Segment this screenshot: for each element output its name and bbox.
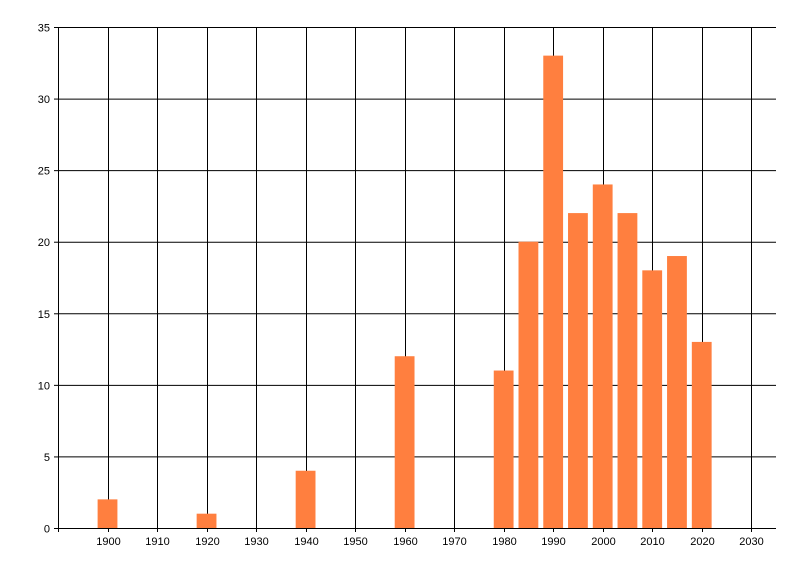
x-axis-tick-labels: 1900 1910 1920 1930 1940 1950 1960 1970 1980 1990… (96, 528, 764, 548)
y-tick-label: 35 (38, 23, 50, 35)
x-tick-label: 2010 (640, 536, 664, 548)
bar-2010 (642, 270, 663, 528)
x-tick-label: 1920 (195, 536, 219, 548)
x-tick-label: 1940 (294, 536, 318, 548)
x-tick-label: 2020 (690, 536, 714, 548)
y-axis-tick-labels: 0 5 10 15 20 25 30 35 (38, 23, 58, 536)
x-tick-label: 1950 (343, 536, 367, 548)
x-tick-label: 1900 (96, 536, 120, 548)
x-tick-label: 1960 (393, 536, 417, 548)
x-tick-label: 1990 (541, 536, 565, 548)
bar-series (97, 55, 712, 529)
bar-1985 (518, 241, 539, 528)
y-tick-label: 10 (38, 380, 50, 392)
x-tick-label: 1930 (244, 536, 268, 548)
bar-2015 (667, 256, 687, 528)
bar-1980 (493, 370, 514, 528)
bar-2005 (617, 213, 638, 529)
bar-1960 (394, 356, 415, 528)
x-tick-label: 2030 (739, 536, 763, 548)
bar-1995 (568, 213, 588, 529)
x-tick-label: 1970 (442, 536, 466, 548)
y-tick-label: 0 (44, 524, 50, 536)
bar-1900 (97, 499, 118, 528)
bar-1920 (196, 513, 217, 528)
y-tick-label: 15 (38, 309, 50, 321)
bar-1940 (295, 470, 316, 528)
x-tick-label: 1910 (145, 536, 169, 548)
bar-2020 (691, 341, 712, 528)
y-tick-label: 5 (44, 452, 50, 464)
axes (54, 27, 776, 532)
bar-1990 (543, 55, 564, 528)
y-tick-label: 30 (38, 94, 50, 106)
bar-2000 (592, 184, 613, 528)
y-tick-label: 20 (38, 237, 50, 249)
x-tick-label: 2000 (591, 536, 615, 548)
x-tick-label: 1980 (492, 536, 516, 548)
y-tick-label: 25 (38, 166, 50, 178)
